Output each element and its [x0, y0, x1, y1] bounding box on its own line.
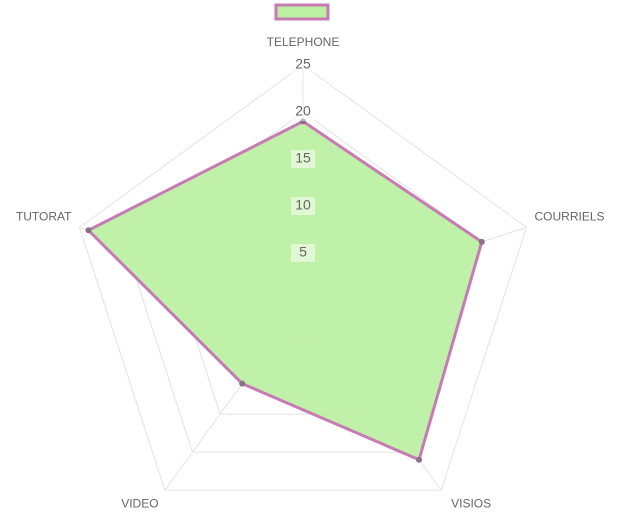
tick-backdrop [291, 244, 315, 262]
radar-point [416, 456, 423, 463]
r-tick-label: 20 [295, 103, 311, 119]
r-tick-label: 5 [299, 244, 307, 260]
axis-label: VISIOS [451, 496, 491, 510]
tick-backdrop [291, 197, 315, 215]
axis-label: COURRIELS [534, 210, 604, 224]
r-tick-label: 25 [295, 56, 311, 72]
tick-backdrop [291, 150, 315, 168]
radar-area [85, 119, 484, 462]
r-tick-label: 15 [295, 150, 311, 166]
r-tick-label: 10 [295, 197, 311, 213]
radar-point [478, 238, 485, 245]
axis-label: TUTORAT [16, 210, 72, 224]
legend-swatch [274, 3, 330, 21]
radar-point [85, 227, 92, 234]
grid-ring [78, 64, 528, 491]
tick-backdrop [291, 103, 315, 121]
tick-backdrop [291, 56, 315, 74]
axis-label: VIDEO [121, 496, 158, 510]
radar-point [239, 380, 246, 387]
axis-label: TELEPHONE [267, 35, 340, 49]
